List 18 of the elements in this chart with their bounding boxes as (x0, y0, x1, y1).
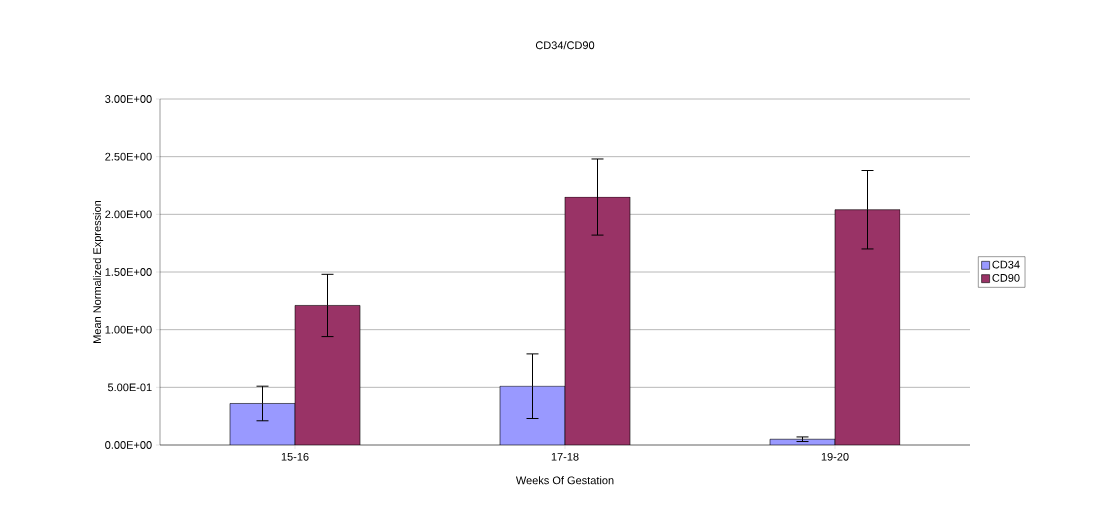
x-tick-label: 17-18 (551, 452, 579, 461)
bar (769, 438, 836, 445)
y-tick-label: 0.00E+00 (105, 441, 152, 449)
x-axis-title: Weeks Of Gestation (515, 476, 614, 485)
x-tick-label: 15-16 (281, 452, 309, 461)
bar (500, 386, 565, 445)
y-tick-label: 1.00E+00 (105, 325, 152, 334)
y-tick-label: 5.00E-01 (107, 383, 152, 392)
y-tick-label: 2.00E+00 (105, 210, 152, 219)
x-tick-label: 19-20 (821, 452, 849, 461)
y-axis-title: Mean Normalized Expression (92, 200, 104, 343)
y-tick-label: 1.50E+00 (105, 268, 152, 276)
y-tick-label: 3.00E+00 (105, 95, 152, 103)
legend-label: CD90 (992, 274, 1020, 282)
y-tick-label: 2.50E+00 (105, 152, 152, 161)
chart-title: CD34/CD90 (535, 41, 595, 50)
legend-label: CD34 (992, 260, 1020, 269)
bar (230, 403, 295, 445)
